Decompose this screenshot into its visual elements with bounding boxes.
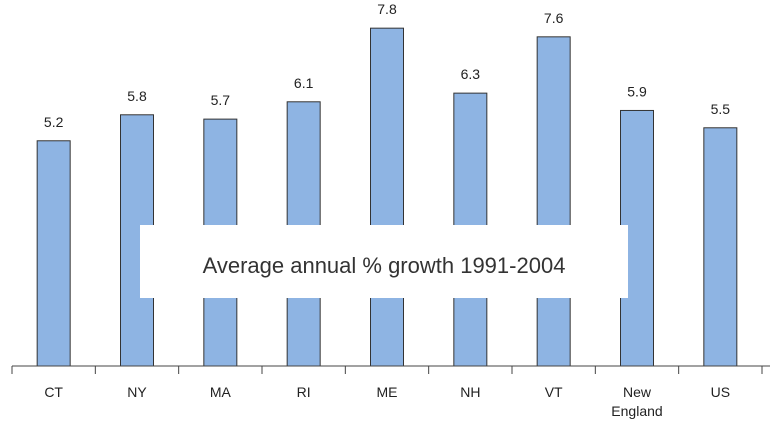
annotation-box	[140, 225, 628, 298]
value-label: 5.7	[211, 92, 231, 108]
value-label: 7.8	[377, 1, 397, 17]
value-label: 5.2	[44, 114, 64, 130]
x-tick-label: NY	[127, 384, 147, 400]
bar	[370, 27, 404, 367]
x-tick-label: VT	[544, 384, 563, 400]
x-tick-label: ME	[376, 384, 398, 400]
x-tick-label: US	[710, 384, 731, 400]
bar	[536, 36, 571, 367]
x-tick-label: New England	[611, 384, 663, 419]
bar	[36, 140, 71, 367]
x-tick-label: RI	[296, 384, 311, 400]
x-tick-label: MA	[209, 384, 231, 400]
annotation: Average annual % growth 1991-2004	[203, 253, 566, 278]
x-tick-label: NH	[460, 384, 481, 400]
value-label: 5.9	[627, 83, 647, 99]
value-label: 6.1	[294, 75, 314, 91]
value-label: 6.3	[461, 66, 481, 82]
x-tick-label: CT	[44, 384, 63, 400]
value-label: 7.6	[544, 10, 564, 26]
bar	[703, 127, 738, 367]
value-label: 5.5	[711, 101, 731, 117]
value-label: 5.8	[127, 88, 147, 104]
